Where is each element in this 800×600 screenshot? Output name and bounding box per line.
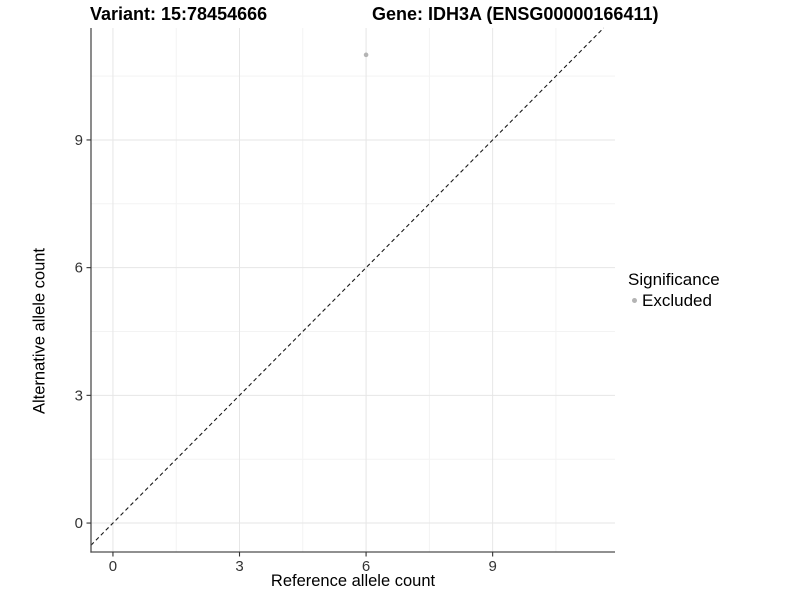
y-tick-label: 3	[75, 387, 83, 404]
y-tick-label: 9	[75, 132, 83, 149]
legend-item-label: Excluded	[642, 291, 712, 310]
x-tick-label: 9	[488, 558, 496, 575]
legend-point-icon	[632, 298, 637, 303]
legend: Significance Excluded	[628, 270, 720, 310]
gene-title: Gene: IDH3A (ENSG00000166411)	[372, 4, 659, 24]
y-tick-label: 0	[75, 515, 83, 532]
y-axis-title: Alternative allele count	[30, 247, 49, 415]
x-tick-label: 3	[235, 558, 243, 575]
variant-title: Variant: 15:78454666	[90, 4, 268, 24]
x-tick-label: 0	[109, 558, 117, 575]
legend-item-excluded: Excluded	[628, 291, 720, 310]
legend-title: Significance	[628, 270, 720, 289]
data-point	[363, 52, 369, 58]
x-tick-label: 6	[362, 558, 370, 575]
x-axis-title: Reference allele count	[270, 572, 436, 590]
y-tick-label: 6	[75, 260, 83, 277]
identity-reference-line	[90, 27, 604, 546]
